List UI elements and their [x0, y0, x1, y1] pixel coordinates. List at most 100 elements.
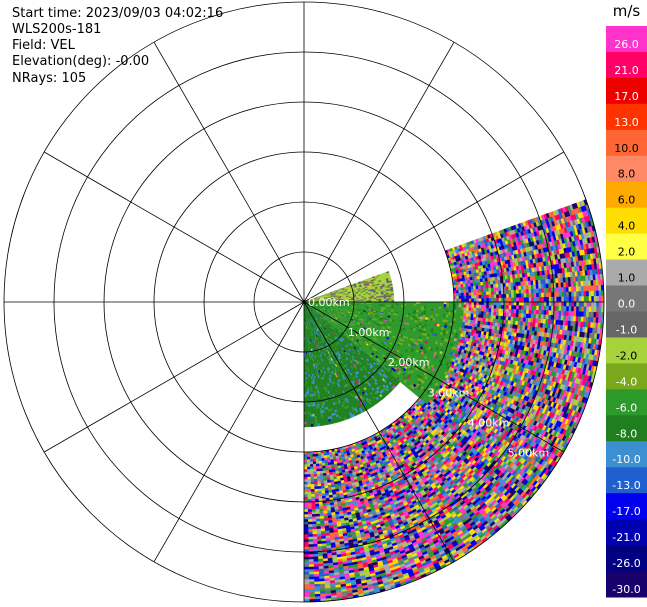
range-gate	[475, 288, 479, 293]
range-gate	[463, 298, 467, 302]
range-gate	[533, 309, 537, 315]
range-gate	[478, 291, 482, 296]
range-gate	[433, 311, 437, 315]
range-gate	[543, 292, 547, 298]
range-gate	[518, 297, 522, 302]
range-gate	[538, 305, 542, 311]
range-gate	[531, 293, 535, 298]
range-gate	[483, 284, 487, 289]
range-gate	[491, 304, 495, 309]
range-gate	[517, 317, 522, 322]
range-gate	[461, 298, 465, 302]
range-gate	[471, 292, 475, 296]
range-gate	[438, 304, 442, 307]
range-gate	[508, 293, 512, 299]
range-gate	[581, 291, 585, 297]
range-gate	[505, 282, 509, 288]
range-gate	[473, 298, 477, 302]
range-gate	[418, 305, 422, 309]
range-gate	[486, 298, 490, 302]
range-gate	[508, 286, 512, 291]
range-gate	[461, 307, 465, 311]
range-gate	[541, 297, 545, 302]
range-gate	[538, 288, 542, 294]
range-gate	[490, 287, 494, 292]
range-gate	[516, 293, 520, 298]
range-gate	[460, 315, 464, 320]
range-gate	[598, 290, 602, 297]
range-gate	[373, 299, 377, 301]
range-gate	[505, 286, 509, 291]
range-gate	[488, 287, 492, 292]
range-gate	[473, 304, 477, 309]
range-gate	[460, 289, 464, 294]
range-gate	[466, 298, 470, 302]
range-gate	[498, 290, 502, 295]
range-gate	[391, 296, 395, 299]
range-gate	[426, 308, 429, 312]
range-gate	[535, 288, 539, 294]
range-gate	[566, 296, 570, 302]
range-gate	[431, 308, 434, 312]
range-gate	[580, 316, 584, 323]
range-gate	[406, 305, 410, 308]
range-gate	[536, 292, 540, 298]
range-gate	[523, 309, 527, 314]
range-gate	[543, 288, 547, 293]
range-gate	[556, 306, 560, 312]
range-gate	[513, 313, 517, 318]
range-gate	[548, 296, 552, 302]
range-gate	[510, 286, 514, 291]
range-gate	[421, 305, 425, 309]
range-gate	[433, 308, 437, 312]
range-gate	[431, 303, 435, 307]
range-gate	[455, 315, 459, 319]
range-gate	[475, 314, 479, 318]
range-gate	[438, 306, 442, 310]
range-gate	[540, 288, 544, 294]
velocity-field	[303, 199, 605, 603]
range-gate	[590, 311, 594, 318]
range-gate	[528, 293, 532, 298]
range-gate	[443, 311, 447, 315]
range-gate	[516, 297, 520, 302]
range-gate	[516, 305, 520, 310]
range-gate	[470, 286, 474, 290]
range-gate	[486, 291, 490, 296]
range-gate	[548, 305, 552, 311]
range-gate	[440, 316, 444, 320]
range-gate	[561, 306, 565, 312]
range-gate	[463, 295, 467, 299]
range-gate	[543, 310, 547, 316]
range-gate	[478, 285, 482, 290]
range-gate	[573, 306, 577, 312]
range-gate	[433, 304, 437, 307]
range-gate	[456, 304, 460, 308]
range-gate	[462, 283, 466, 288]
range-gate	[468, 298, 472, 302]
range-gate	[423, 303, 427, 307]
range-gate	[455, 290, 459, 294]
range-gate	[505, 316, 509, 321]
range-gate	[470, 316, 474, 321]
range-gate	[508, 312, 512, 317]
range-gate	[388, 298, 392, 301]
range-gate	[467, 316, 471, 321]
range-gate	[493, 294, 497, 299]
range-gate	[508, 297, 512, 302]
range-gate	[430, 313, 434, 317]
range-gate	[368, 299, 372, 301]
range-gate	[428, 308, 432, 312]
range-gate	[523, 285, 527, 290]
range-gate	[480, 311, 484, 316]
range-gate	[463, 310, 467, 314]
range-gate	[443, 314, 447, 318]
range-gate	[485, 311, 489, 316]
range-gate	[415, 309, 419, 313]
range-gate	[458, 295, 462, 300]
range-gate	[483, 294, 487, 299]
range-gate	[511, 305, 515, 310]
range-gate	[458, 310, 462, 314]
range-gate	[481, 304, 485, 309]
range-gate	[588, 306, 592, 313]
